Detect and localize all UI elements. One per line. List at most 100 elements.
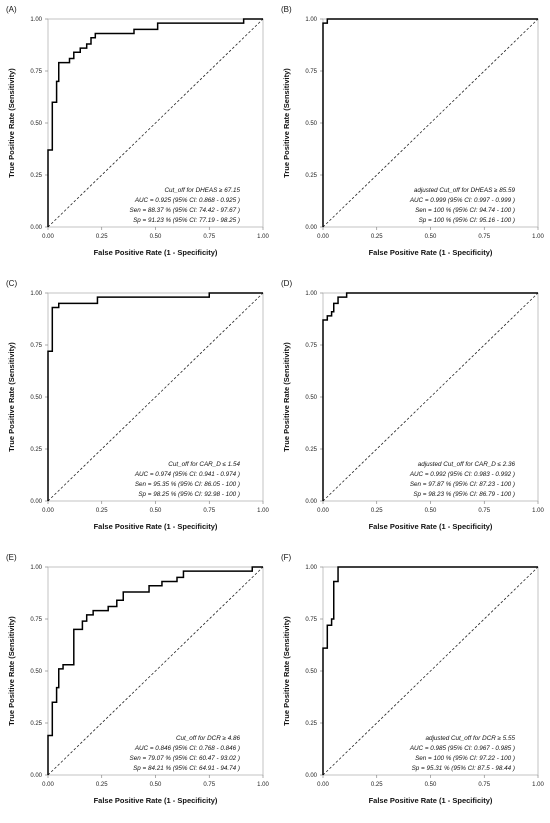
annotation-line: Sen = 88.37 % (95% CI: 74.42 - 97.67 ) (130, 207, 240, 214)
y-tick-label: 0.50 (30, 121, 42, 127)
x-tick-label: 0.50 (150, 508, 162, 514)
annotation-line: AUC = 0.985 (95% CI: 0.967 - 0.985 ) (409, 745, 515, 752)
y-axis-title: True Positive Rate (Sensitivity) (282, 342, 291, 452)
annotation-line: AUC = 0.999 (95% CI: 0.997 - 0.999 ) (409, 197, 515, 204)
y-tick-label: 0.25 (30, 173, 42, 179)
x-tick-label: 0.25 (371, 234, 383, 240)
y-axis-title: True Positive Rate (Sensitivity) (7, 616, 16, 726)
y-tick-label: 0.25 (305, 721, 317, 727)
y-tick-label: 0.50 (30, 669, 42, 675)
y-tick-label: 0.50 (305, 669, 317, 675)
annotation-line: Sp = 84.21 % (95% CI: 64.91 - 94.74 ) (133, 765, 240, 772)
annotation-line: Sp = 95.31 % (95% CI: 87.5 - 98.44 ) (412, 765, 515, 772)
x-tick-label: 0.50 (425, 234, 437, 240)
roc-curve (47, 566, 263, 775)
x-tick-label: 1.00 (532, 508, 544, 514)
roc-chart-c: (C) 0.00 0.25 0.50 0.75 1.00 0.00 0.25 0.50 0.75 1… (6, 279, 269, 531)
annotation-line: AUC = 0.992 (95% CI: 0.983 - 0.992 ) (409, 471, 515, 478)
annotation-line: Sp = 91.23 % (95% CI: 77.19 - 98.25 ) (133, 217, 240, 224)
y-tick-label: 0.25 (30, 447, 42, 453)
annotation-line: Sen = 100 % (95% CI: 97.22 - 100 ) (415, 755, 515, 762)
reference-diagonal-line (322, 18, 539, 228)
roc-chart-b: (B) 0.00 0.25 0.50 0.75 1.00 0.00 0.25 0.50 0.75 1… (281, 5, 544, 257)
y-axis-title: True Positive Rate (Sensitivity) (282, 68, 291, 178)
panel-f: (F) 0.00 0.25 0.50 0.75 1.00 0.00 0.25 0.50 0.75 1… (275, 548, 550, 822)
y-tick-label: 0.75 (30, 617, 42, 623)
x-axis-title: False Positive Rate (1 - Specificity) (94, 248, 218, 257)
roc-curve (47, 18, 263, 227)
roc-curve (47, 292, 263, 501)
reference-diagonal-line (322, 292, 539, 502)
reference-diagonal-line (47, 292, 264, 502)
x-tick-label: 0.50 (150, 782, 162, 788)
annotation-line: adjusted Cut_off for DCR ≥ 5.55 (425, 735, 515, 742)
annotation-line: Sp = 98.25 % (95% CI: 92.98 - 100 ) (138, 491, 240, 498)
panel-label: (D) (281, 279, 292, 288)
roc-chart-e: (E) 0.00 0.25 0.50 0.75 1.00 0.00 0.25 0.50 0.75 1… (6, 553, 269, 805)
annotation-line: Sp = 98.23 % (95% CI: 86.79 - 100 ) (413, 491, 515, 498)
y-tick-label: 0.00 (30, 773, 42, 779)
roc-chart-f: (F) 0.00 0.25 0.50 0.75 1.00 0.00 0.25 0.50 0.75 1… (281, 553, 544, 805)
x-tick-label: 0.25 (371, 782, 383, 788)
y-tick-label: 0.75 (30, 343, 42, 349)
x-tick-label: 1.00 (257, 234, 269, 240)
y-tick-label: 0.25 (30, 721, 42, 727)
annotation-line: adjusted Cut_off for CAR_D ≤ 2.36 (418, 461, 516, 468)
x-tick-label: 0.50 (425, 782, 437, 788)
y-tick-label: 0.00 (305, 499, 317, 505)
y-tick-label: 0.75 (305, 69, 317, 75)
panel-label: (B) (281, 5, 292, 14)
annotation-line: Sen = 79.07 % (95% CI: 60.47 - 93.02 ) (130, 755, 240, 762)
y-tick-label: 0.00 (30, 499, 42, 505)
x-tick-label: 0.75 (203, 508, 215, 514)
roc-chart-a: (A) 0.00 0.25 0.50 0.75 1.00 0.00 0.25 0.50 0.75 1… (6, 5, 269, 257)
y-axis-title: True Positive Rate (Sensitivity) (282, 616, 291, 726)
y-tick-label: 1.00 (305, 17, 317, 23)
x-tick-label: 0.75 (478, 508, 490, 514)
annotation-line: Sp = 100 % (95% CI: 95.16 - 100 ) (419, 217, 515, 224)
panel-label: (F) (281, 553, 292, 562)
roc-curve (322, 292, 538, 501)
x-tick-label: 0.75 (478, 782, 490, 788)
x-tick-label: 0.00 (317, 508, 329, 514)
x-tick-label: 0.25 (96, 782, 108, 788)
panel-c: (C) 0.00 0.25 0.50 0.75 1.00 0.00 0.25 0.50 0.75 1… (0, 274, 275, 548)
x-axis-title: False Positive Rate (1 - Specificity) (369, 248, 493, 257)
y-tick-label: 0.75 (30, 69, 42, 75)
x-axis-title: False Positive Rate (1 - Specificity) (369, 796, 493, 805)
panel-label: (C) (6, 279, 17, 288)
roc-curve (322, 18, 538, 227)
x-tick-label: 0.25 (96, 234, 108, 240)
y-tick-label: 0.00 (30, 225, 42, 231)
annotation-line: AUC = 0.974 (95% CI: 0.941 - 0.974 ) (134, 471, 240, 478)
x-axis-title: False Positive Rate (1 - Specificity) (94, 522, 218, 531)
y-axis-title: True Positive Rate (Sensitivity) (7, 68, 16, 178)
x-tick-label: 0.00 (317, 234, 329, 240)
x-axis-title: False Positive Rate (1 - Specificity) (94, 796, 218, 805)
x-tick-label: 0.75 (478, 234, 490, 240)
annotation-line: Sen = 97.87 % (95% CI: 87.23 - 100 ) (410, 481, 515, 488)
y-tick-label: 0.50 (305, 395, 317, 401)
panel-label: (E) (6, 553, 17, 562)
x-tick-label: 0.00 (42, 782, 54, 788)
roc-curve (322, 566, 538, 775)
panel-label: (A) (6, 5, 17, 14)
reference-diagonal-line (47, 18, 264, 228)
x-axis-title: False Positive Rate (1 - Specificity) (369, 522, 493, 531)
panel-b: (B) 0.00 0.25 0.50 0.75 1.00 0.00 0.25 0.50 0.75 1… (275, 0, 550, 274)
x-tick-label: 0.00 (317, 782, 329, 788)
y-axis-title: True Positive Rate (Sensitivity) (7, 342, 16, 452)
annotation-line: Cut_off for DHEAS ≥ 67.15 (164, 187, 240, 194)
y-tick-label: 0.75 (305, 343, 317, 349)
annotation-line: adjusted Cut_off for DHEAS ≥ 85.59 (414, 187, 516, 194)
x-tick-label: 1.00 (532, 234, 544, 240)
roc-chart-d: (D) 0.00 0.25 0.50 0.75 1.00 0.00 0.25 0.50 0.75 1… (281, 279, 544, 531)
x-tick-label: 1.00 (257, 782, 269, 788)
panel-a: (A) 0.00 0.25 0.50 0.75 1.00 0.00 0.25 0.50 0.75 1… (0, 0, 275, 274)
reference-diagonal-line (322, 566, 539, 776)
y-tick-label: 0.50 (305, 121, 317, 127)
annotation-line: AUC = 0.846 (95% CI: 0.768 - 0.846 ) (134, 745, 240, 752)
y-tick-label: 1.00 (30, 565, 42, 571)
x-tick-label: 1.00 (257, 508, 269, 514)
y-tick-label: 0.00 (305, 225, 317, 231)
